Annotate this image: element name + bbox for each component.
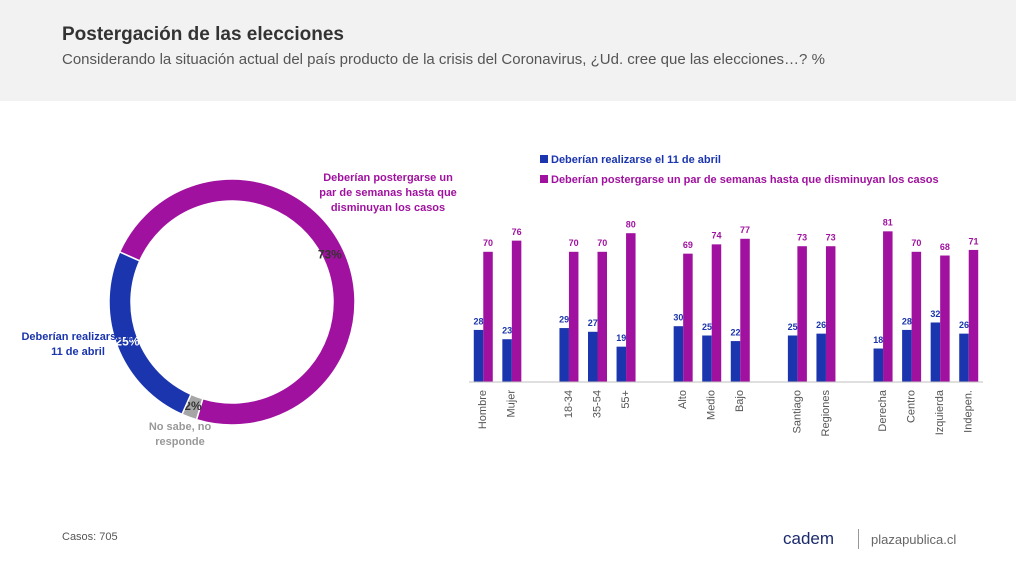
separator xyxy=(858,529,859,549)
legend-label: Deberían postergarse un par de semanas h… xyxy=(551,174,939,186)
value-label: 2% xyxy=(184,399,202,413)
x-tick-label: Centro xyxy=(906,390,918,423)
bar xyxy=(930,322,941,382)
x-tick-label: Mujer xyxy=(506,390,518,418)
bar xyxy=(940,255,950,382)
data-label: 71 xyxy=(968,236,978,246)
value-label: 73% xyxy=(318,248,342,262)
data-label: 19 xyxy=(616,333,626,343)
data-label: 68 xyxy=(940,242,950,252)
site: plazapublica.cl xyxy=(871,532,957,547)
footnote: Casos: 705 xyxy=(62,531,118,543)
bar xyxy=(711,244,722,382)
bar xyxy=(588,331,598,382)
legend-swatch xyxy=(540,155,548,163)
data-label: 18 xyxy=(873,335,883,345)
bar xyxy=(616,346,627,382)
donut-segment xyxy=(118,178,356,426)
bar xyxy=(968,249,979,382)
x-tick-label: Bajo xyxy=(734,390,746,412)
data-label: 70 xyxy=(597,238,607,248)
data-label: 70 xyxy=(911,238,921,248)
bar xyxy=(911,251,922,382)
x-tick-label: Izquierda xyxy=(934,389,946,435)
data-label: 70 xyxy=(569,238,579,248)
bar xyxy=(683,253,693,382)
data-label: 76 xyxy=(512,227,522,237)
data-label: 73 xyxy=(797,233,807,243)
bar xyxy=(797,246,807,382)
data-label: 73 xyxy=(826,233,836,243)
data-label: 30 xyxy=(673,313,683,323)
brand: cadem xyxy=(783,529,835,548)
bar xyxy=(702,335,712,382)
category-label: Deberían realizarse el 11 de abril xyxy=(21,331,135,358)
bar xyxy=(873,348,884,382)
bar xyxy=(673,326,684,382)
bar xyxy=(730,341,741,382)
bar xyxy=(740,238,750,382)
bar xyxy=(502,339,512,382)
bar xyxy=(787,335,798,382)
x-tick-label: 18-34 xyxy=(563,390,575,418)
title: Postergación de las elecciones xyxy=(62,24,344,45)
bar xyxy=(597,251,607,382)
bar xyxy=(511,240,522,382)
x-tick-label: Indepen. xyxy=(963,390,975,433)
data-label: 32 xyxy=(930,309,940,319)
legend-swatch xyxy=(540,175,548,183)
x-tick-label: 35-54 xyxy=(591,390,603,418)
x-tick-label: Medio xyxy=(706,390,718,420)
bar xyxy=(559,328,569,382)
data-label: 70 xyxy=(483,238,493,248)
data-label: 27 xyxy=(588,318,598,328)
x-tick-label: Hombre xyxy=(477,390,489,429)
data-label: 80 xyxy=(626,220,636,230)
data-label: 81 xyxy=(883,218,893,228)
data-label: 25 xyxy=(702,322,712,332)
x-tick-label: 55+ xyxy=(620,390,632,409)
data-label: 74 xyxy=(711,231,721,241)
data-label: 26 xyxy=(816,320,826,330)
header-band xyxy=(0,0,1016,101)
x-tick-label: Regiones xyxy=(820,390,832,437)
data-label: 29 xyxy=(559,314,569,324)
data-label: 77 xyxy=(740,225,750,235)
data-label: 26 xyxy=(959,320,969,330)
bar xyxy=(825,246,836,382)
bar xyxy=(626,233,636,382)
subtitle: Considerando la situación actual del paí… xyxy=(62,51,825,68)
bar xyxy=(473,329,484,382)
bar xyxy=(483,251,493,382)
data-label: 23 xyxy=(502,326,512,336)
bar xyxy=(883,231,893,382)
data-label: 22 xyxy=(731,327,741,337)
x-tick-label: Alto xyxy=(677,390,689,409)
value-label: 25% xyxy=(115,334,139,348)
data-label: 25 xyxy=(788,322,798,332)
data-label: 28 xyxy=(902,316,912,326)
bar xyxy=(959,333,969,382)
bar xyxy=(902,329,912,382)
data-label: 69 xyxy=(683,240,693,250)
data-label: 28 xyxy=(474,316,484,326)
x-tick-label: Santiago xyxy=(791,390,803,433)
x-tick-label: Derecha xyxy=(877,389,889,431)
bar xyxy=(816,333,826,382)
donut-segment xyxy=(108,250,192,416)
category-label: No sabe, no responde xyxy=(148,421,212,448)
bar xyxy=(568,251,579,382)
category-label: Deberían postergarse un par de semanas h… xyxy=(319,172,457,214)
legend-label: Deberían realizarse el 11 de abril xyxy=(551,154,721,166)
